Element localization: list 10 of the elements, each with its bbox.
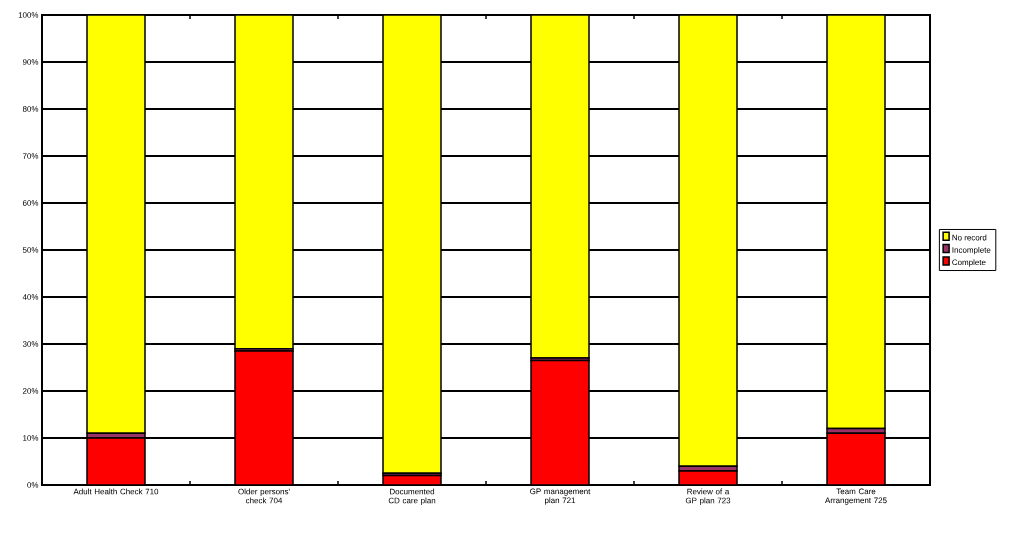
bar	[826, 432, 886, 485]
bar	[530, 359, 590, 485]
bar	[234, 350, 294, 485]
bar	[382, 14, 442, 474]
bar	[678, 14, 738, 467]
bar	[86, 437, 146, 485]
bar	[86, 14, 146, 435]
bar	[234, 14, 294, 350]
bar	[826, 14, 886, 430]
bar	[530, 14, 590, 359]
